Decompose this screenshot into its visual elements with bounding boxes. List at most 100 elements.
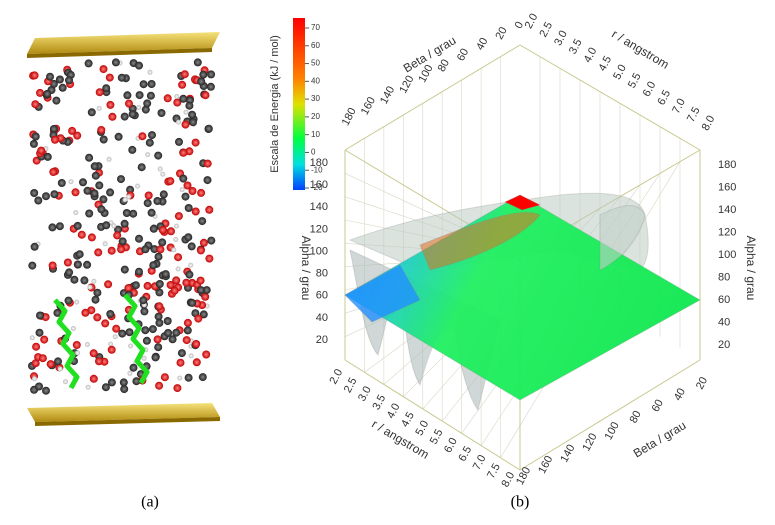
atom: [126, 194, 132, 200]
atom: [79, 178, 87, 187]
atom: [123, 91, 132, 100]
atom: [185, 101, 194, 110]
atom: [117, 245, 126, 254]
atom: [90, 189, 99, 198]
atom: [141, 355, 147, 361]
atom: [72, 341, 81, 349]
colorbar-tick-label: 30: [311, 94, 320, 103]
atom: [191, 138, 200, 147]
atom: [106, 100, 115, 109]
atom: [73, 221, 82, 230]
atom: [194, 314, 203, 323]
atom: [184, 233, 193, 242]
atom: [90, 162, 99, 171]
atom: [187, 242, 196, 251]
atom: [151, 353, 160, 362]
atom: [199, 310, 208, 319]
axis-label: Alpha / grau: [744, 236, 758, 301]
atom: [36, 88, 44, 97]
axis-tick-label: 100: [310, 245, 328, 257]
axis-tick-label: 20: [493, 25, 509, 41]
green-chain: [53, 298, 80, 390]
colorbar-tick-label: 50: [311, 59, 320, 68]
atom: [142, 336, 151, 345]
atom: [140, 307, 149, 316]
atom: [65, 268, 74, 277]
atom: [107, 345, 116, 354]
atom: [93, 288, 102, 297]
atom: [128, 110, 137, 119]
atom: [147, 208, 156, 217]
axis-tick-label: 7.0: [471, 453, 489, 472]
atom: [177, 375, 183, 381]
atom: [119, 378, 128, 387]
atom: [188, 110, 197, 119]
atom: [183, 109, 189, 115]
atom: [183, 318, 192, 327]
green-chain: [123, 293, 150, 385]
atom: [179, 94, 188, 103]
axis-tick-label: 20: [718, 339, 730, 351]
atom: [164, 329, 173, 337]
atom: [185, 270, 194, 279]
atom: [157, 166, 163, 172]
atom: [120, 219, 129, 228]
atom: [181, 192, 190, 201]
axis-tick-label: 100: [718, 249, 736, 261]
atom: [159, 190, 168, 199]
atom: [32, 376, 37, 382]
atom: [181, 120, 190, 129]
axis-tick-label: 140: [378, 84, 397, 106]
atom: [170, 286, 179, 295]
atom: [73, 210, 79, 216]
atom: [54, 357, 62, 366]
atom: [160, 171, 166, 177]
atom: [80, 276, 89, 285]
atom: [147, 80, 156, 88]
atom: [89, 374, 98, 383]
atom: [189, 118, 197, 127]
axis-tick-label: 60: [455, 47, 471, 63]
atom: [154, 252, 163, 261]
atom: [57, 179, 66, 187]
atom: [125, 328, 134, 337]
axis-tick-label: 160: [536, 454, 555, 476]
atom: [111, 58, 120, 67]
top-slab-edge: [27, 48, 212, 58]
atom: [167, 227, 175, 236]
atom: [105, 73, 114, 82]
colorbar-tick-label: -20: [311, 183, 323, 192]
atom: [74, 299, 80, 305]
atom: [48, 261, 57, 270]
atom: [117, 175, 125, 184]
atom: [95, 357, 103, 366]
atom: [160, 373, 169, 382]
atom: [135, 91, 144, 100]
atom: [55, 75, 64, 84]
atom: [188, 187, 197, 195]
axis-tick-label: 80: [316, 268, 328, 280]
atom: [174, 212, 183, 221]
atom: [202, 350, 211, 359]
axis-tick-label: 160: [718, 181, 736, 193]
atom: [147, 69, 153, 75]
atom: [172, 276, 181, 285]
axis-tick-label: 8.0: [700, 114, 718, 133]
atom: [91, 278, 97, 284]
atom: [202, 286, 211, 295]
atom: [154, 312, 163, 321]
atom: [58, 83, 67, 92]
high-energy-region: [419, 211, 541, 271]
atom: [113, 231, 122, 240]
atom: [55, 222, 64, 231]
caption-a: (a): [141, 494, 159, 511]
atom: [73, 260, 82, 269]
axis-tick-label: 80: [627, 409, 643, 425]
atom: [125, 99, 133, 108]
axis-tick-label: 7.5: [485, 462, 503, 481]
atom: [89, 349, 98, 358]
atom: [108, 112, 117, 121]
atom: [118, 237, 127, 246]
atom: [63, 258, 72, 267]
